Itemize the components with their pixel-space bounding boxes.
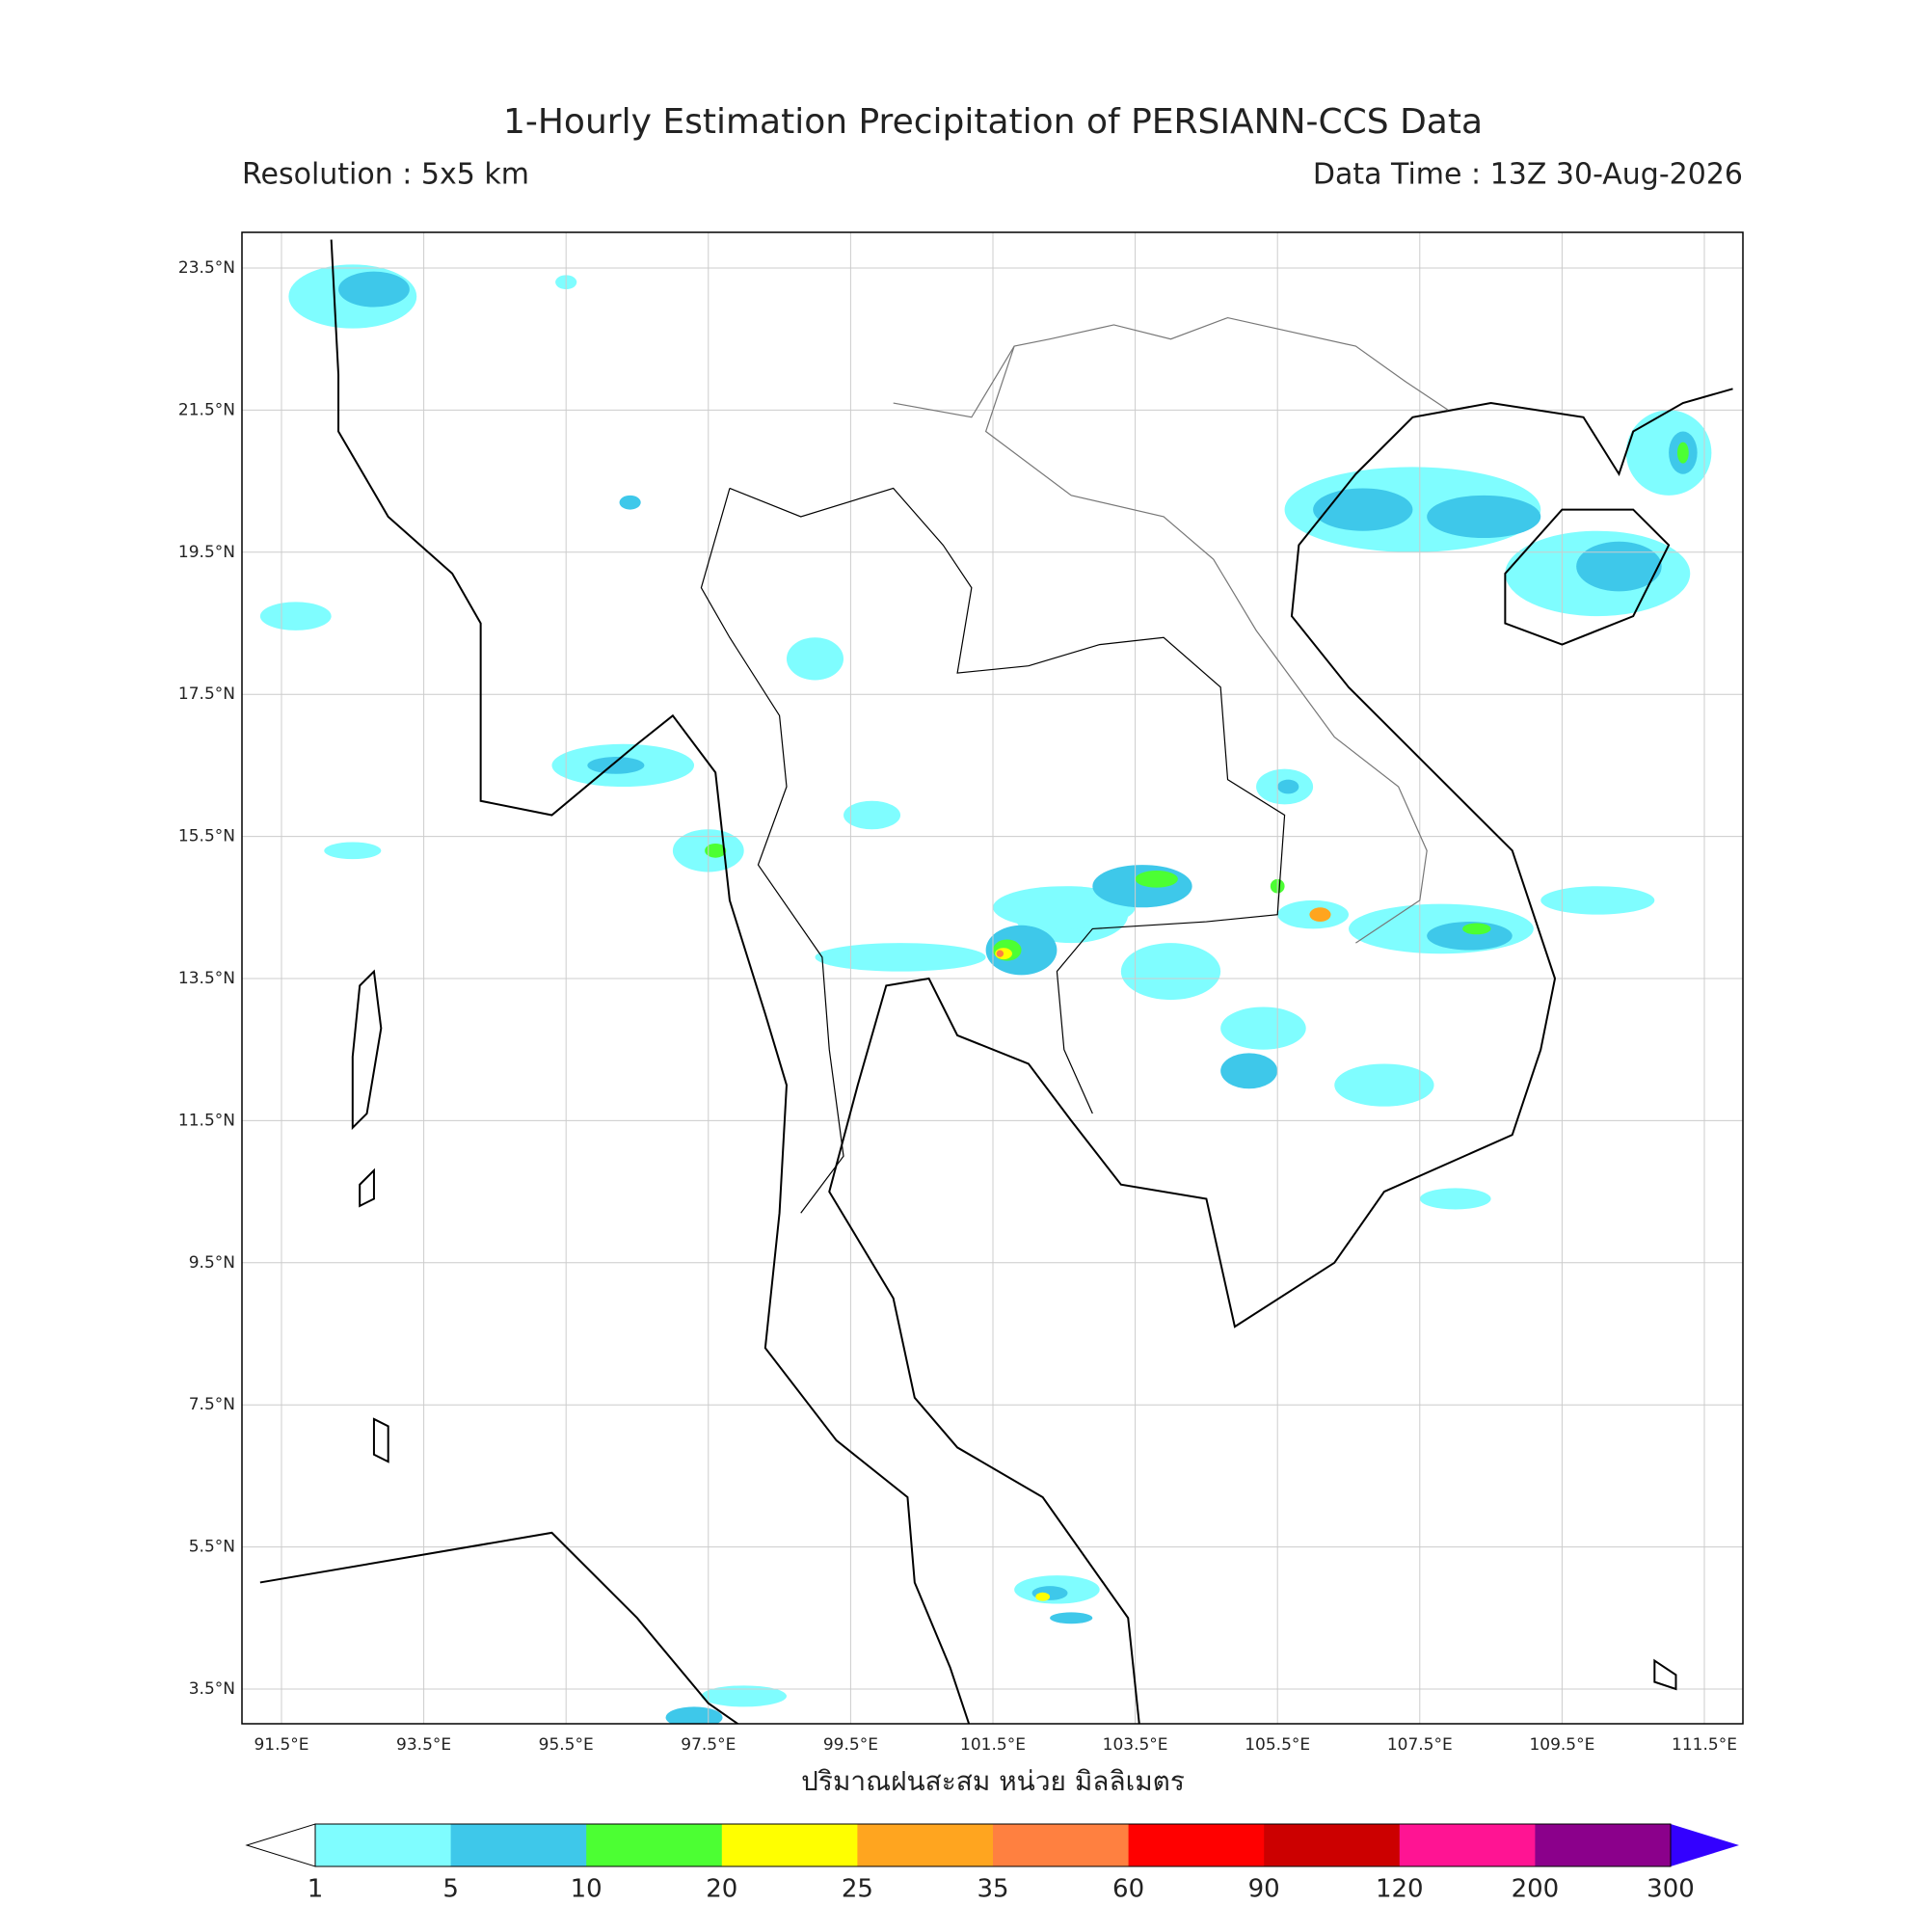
rain-area [1092,865,1192,908]
colorbar-bin [1264,1824,1401,1866]
rain-area [844,800,901,830]
lat-tick-label: 21.5°N [178,400,235,419]
rain-area [324,842,382,860]
rain-area [1427,922,1513,951]
rain-area [1625,410,1712,496]
rain-area [786,637,844,681]
rain-area [259,602,332,631]
colorbar-bin [1399,1824,1536,1866]
colorbar-outline [314,1823,1672,1867]
map-frame [241,231,1744,1725]
rain-area [1120,943,1221,1001]
lon-tick-label: 97.5°E [681,1735,736,1755]
rain-area [1540,886,1655,915]
colorbar-label: 90 [1248,1875,1280,1904]
island [351,969,383,1131]
lon-tick-label: 93.5°E [396,1735,451,1755]
rain-area [1462,923,1491,935]
island [372,1417,389,1463]
data-time: Data Time : 13Z 30-Aug-2026 [1313,158,1743,192]
rain-area [1334,1063,1434,1107]
colorbar-low-extend [245,1823,316,1867]
colorbar-label: 120 [1376,1875,1424,1904]
rain-area [1220,1053,1278,1089]
rain-area [619,495,641,510]
colorbar-bin [721,1824,858,1866]
colorbar-label: 25 [842,1875,873,1904]
lon-tick-label: 99.5°E [823,1735,878,1755]
country-border [729,487,1286,1114]
colorbar-label: 20 [706,1875,737,1904]
lon-tick-label: 111.5°E [1672,1735,1737,1755]
rain-area [1576,541,1662,592]
colorbar-bin [450,1824,587,1866]
colorbar-high-extend [1671,1824,1739,1866]
colorbar-label: 300 [1647,1875,1695,1904]
lon-tick-label: 109.5°E [1529,1735,1594,1755]
island [1504,508,1671,646]
country-border [700,488,844,1214]
colorbar: 1 5 10 20 25 35 60 90 120 200 300 [245,1823,1739,1904]
rain-area [1419,1188,1491,1210]
rain-area [1427,495,1541,539]
rain-area [705,843,727,858]
rain-area [996,950,1004,957]
lat-tick-label: 3.5°N [189,1679,235,1699]
lon-tick-label: 107.5°E [1387,1735,1453,1755]
lat-tick-label: 9.5°N [189,1253,235,1273]
island [1653,1658,1677,1691]
lat-tick-label: 15.5°N [178,827,235,846]
rain-area [1277,779,1299,794]
rain-area [338,271,410,308]
colorbar-bin [586,1824,723,1866]
lat-tick-label: 17.5°N [178,684,235,704]
colorbar-bin [857,1824,994,1866]
colorbar-bin [1128,1824,1265,1866]
colorbar-bin [1535,1824,1672,1866]
island [359,1167,375,1208]
coastline [828,388,1733,1724]
rain-area [1220,1006,1306,1050]
country-border [893,316,1449,418]
colorbar-label: 60 [1112,1875,1144,1904]
colorbar-label: 200 [1512,1875,1560,1904]
lat-tick-label: 19.5°N [178,543,235,562]
rain-area [985,925,1058,976]
x-label: ปริมาณฝนสะสม หน่วย มิลลิเมตร [801,1765,1185,1797]
rain-area [665,1706,723,1724]
lon-tick-label: 103.5°E [1103,1735,1168,1755]
lat-tick-label: 13.5°N [178,969,235,988]
rain-area [1135,870,1178,888]
country-border [984,345,1428,944]
rain-area [1050,1612,1093,1624]
lat-tick-label: 7.5°N [189,1395,235,1414]
lon-tick-label: 91.5°E [254,1735,308,1755]
coastline [330,239,971,1724]
rain-area [1676,442,1689,464]
lon-tick-label: 105.5°E [1245,1735,1310,1755]
rain-area [1035,1592,1051,1601]
lon-tick-label: 95.5°E [539,1735,594,1755]
rain-area [1309,907,1331,923]
lat-tick-label: 11.5°N [178,1111,235,1130]
coastline [259,1531,739,1724]
lon-tick-label: 101.5°E [960,1735,1026,1755]
colorbar-bin [993,1824,1130,1866]
colorbar-bin [315,1824,452,1866]
title: 1-Hourly Estimation Precipitation of PER… [503,102,1483,142]
colorbar-label: 1 [308,1875,324,1904]
rain-area [587,757,645,774]
lat-tick-label: 5.5°N [189,1538,235,1557]
colorbar-label: 5 [442,1875,459,1904]
rain-area [701,1685,787,1707]
rain-area [815,943,986,972]
lat-tick-label: 23.5°N [178,258,235,278]
map [242,232,1743,1724]
colorbar-label: 10 [571,1875,602,1904]
colorbar-label: 35 [977,1875,1008,1904]
resolution: Resolution : 5x5 km [242,158,529,192]
rain-area [1313,488,1413,531]
